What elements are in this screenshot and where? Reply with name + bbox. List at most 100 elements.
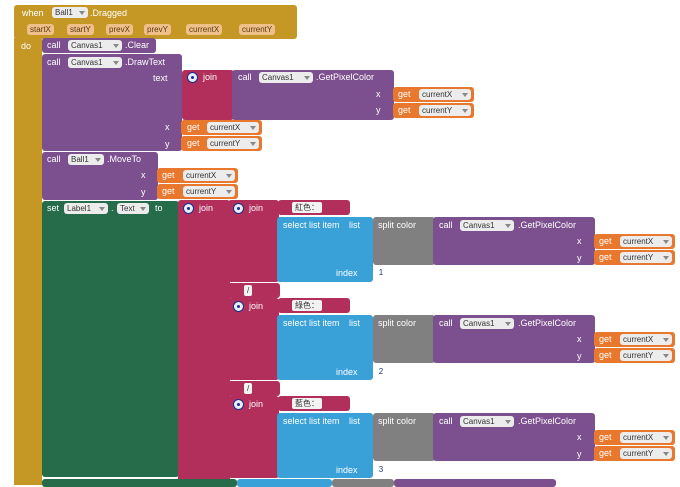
event-do-bar — [14, 38, 42, 485]
string-slash-block[interactable] — [228, 283, 280, 298]
split-color-red-block[interactable] — [373, 217, 435, 265]
split-color-blue-block[interactable] — [373, 413, 435, 461]
param-currentX[interactable]: currentX — [186, 24, 223, 35]
split-color-label: split color — [378, 318, 417, 328]
get-label: get — [599, 432, 612, 442]
param-startX[interactable]: startX — [27, 24, 54, 35]
mutator-gear-icon[interactable] — [233, 301, 244, 312]
get-label: get — [599, 252, 612, 262]
currentY-dropdown[interactable]: currentY — [183, 186, 235, 197]
get-label: get — [599, 236, 612, 246]
x-slot-label: x — [577, 432, 582, 442]
x-slot-label: x — [165, 122, 170, 132]
getpixelcolor-method: .GetPixelColor — [518, 318, 577, 328]
string-green-literal[interactable]: 綠色： — [292, 300, 322, 311]
to-keyword: to — [155, 203, 163, 213]
get-label: get — [187, 122, 200, 132]
string-red-literal[interactable]: 紅色： — [292, 202, 322, 213]
currentX-dropdown[interactable]: currentX — [620, 432, 672, 443]
label-component-dropdown[interactable]: Label1 — [64, 203, 108, 214]
mutator-gear-icon[interactable] — [183, 203, 194, 214]
call-keyword: call — [47, 154, 61, 164]
string-blue-literal[interactable]: 藍色： — [292, 398, 322, 409]
getpixelcolor-method: .GetPixelColor — [518, 416, 577, 426]
join-label: join — [249, 301, 264, 311]
set-label-text-block[interactable] — [42, 201, 179, 477]
x-slot-label: x — [577, 236, 582, 246]
index-slot-label: index — [336, 465, 358, 475]
split-color-green-block[interactable] — [373, 315, 435, 363]
join-label: join — [249, 203, 264, 213]
ball-dropdown[interactable]: Ball1 — [68, 154, 104, 165]
mutator-gear-icon[interactable] — [233, 399, 244, 410]
currentX-dropdown[interactable]: currentX — [207, 122, 259, 133]
index-slot-label: index — [336, 367, 358, 377]
next-set-block-partial[interactable] — [42, 479, 237, 487]
text-slot-label: text — [153, 73, 168, 83]
mutator-gear-icon[interactable] — [187, 72, 198, 83]
canvas-dropdown[interactable]: Canvas1 — [259, 72, 313, 83]
canvas-dropdown[interactable]: Canvas1 — [460, 318, 514, 329]
index-number[interactable]: 1 — [375, 267, 387, 278]
select-list-item-red-block[interactable] — [277, 217, 373, 282]
clear-method: .Clear — [125, 40, 150, 50]
list-slot-label: list — [349, 416, 360, 426]
currentY-dropdown[interactable]: currentY — [620, 350, 672, 361]
param-prevX[interactable]: prevX — [106, 24, 133, 35]
y-slot-label: y — [577, 449, 582, 459]
canvas-dropdown[interactable]: Canvas1 — [68, 57, 122, 68]
get-label: get — [398, 105, 411, 115]
call-keyword: call — [439, 220, 453, 230]
mutator-gear-icon[interactable] — [233, 203, 244, 214]
dot-separator: . — [111, 203, 114, 213]
y-slot-label: y — [577, 253, 582, 263]
split-color-label: split color — [378, 416, 417, 426]
get-label: get — [398, 89, 411, 99]
canvas-dropdown[interactable]: Canvas1 — [68, 40, 122, 51]
canvas-dropdown[interactable]: Canvas1 — [460, 220, 514, 231]
next-getpixelcolor-partial[interactable] — [394, 479, 556, 487]
ball-component-dropdown[interactable]: Ball1 — [52, 7, 88, 18]
join-label: join — [249, 399, 264, 409]
x-slot-label: x — [577, 334, 582, 344]
get-label: get — [162, 186, 175, 196]
string-slash-literal[interactable]: / — [244, 383, 253, 394]
moveto-method: .MoveTo — [107, 154, 142, 164]
currentX-dropdown[interactable]: currentX — [620, 236, 672, 247]
do-keyword: do — [21, 41, 32, 51]
next-split-color-partial[interactable] — [332, 479, 394, 487]
drawtext-method: .DrawText — [125, 57, 166, 67]
outer-join-block[interactable] — [178, 200, 230, 485]
canvas-dropdown[interactable]: Canvas1 — [460, 416, 514, 427]
text-property-dropdown[interactable]: Text — [117, 203, 149, 214]
currentX-dropdown[interactable]: currentX — [183, 170, 235, 181]
select-list-item-label: select list item — [283, 416, 340, 426]
currentY-dropdown[interactable]: currentY — [620, 252, 672, 263]
currentY-dropdown[interactable]: currentY — [620, 448, 672, 459]
index-slot-label: index — [336, 268, 358, 278]
event-name: .Dragged — [90, 8, 128, 18]
currentX-dropdown[interactable]: currentX — [620, 334, 672, 345]
select-list-item-blue-block[interactable] — [277, 413, 373, 478]
currentY-dropdown[interactable]: currentY — [207, 138, 259, 149]
call-keyword: call — [47, 40, 61, 50]
call-keyword: call — [47, 57, 61, 67]
call-canvas-drawtext-block[interactable] — [42, 54, 182, 151]
select-list-item-label: select list item — [283, 318, 340, 328]
getpixelcolor-method: .GetPixelColor — [316, 72, 375, 82]
param-currentY[interactable]: currentY — [239, 24, 276, 35]
select-list-item-green-block[interactable] — [277, 315, 373, 380]
index-number[interactable]: 2 — [375, 366, 387, 377]
call-keyword: call — [439, 416, 453, 426]
param-prevY[interactable]: prevY — [144, 24, 171, 35]
index-number[interactable]: 3 — [375, 464, 387, 475]
currentY-dropdown[interactable]: currentY — [419, 105, 471, 116]
currentX-dropdown[interactable]: currentX — [419, 89, 471, 100]
next-select-list-item-partial[interactable] — [237, 479, 332, 487]
get-label: get — [599, 334, 612, 344]
param-startY[interactable]: startY — [67, 24, 94, 35]
split-color-label: split color — [378, 220, 417, 230]
string-slash-literal[interactable]: / — [244, 285, 253, 296]
y-slot-label: y — [165, 139, 170, 149]
string-slash-block[interactable] — [228, 381, 280, 396]
